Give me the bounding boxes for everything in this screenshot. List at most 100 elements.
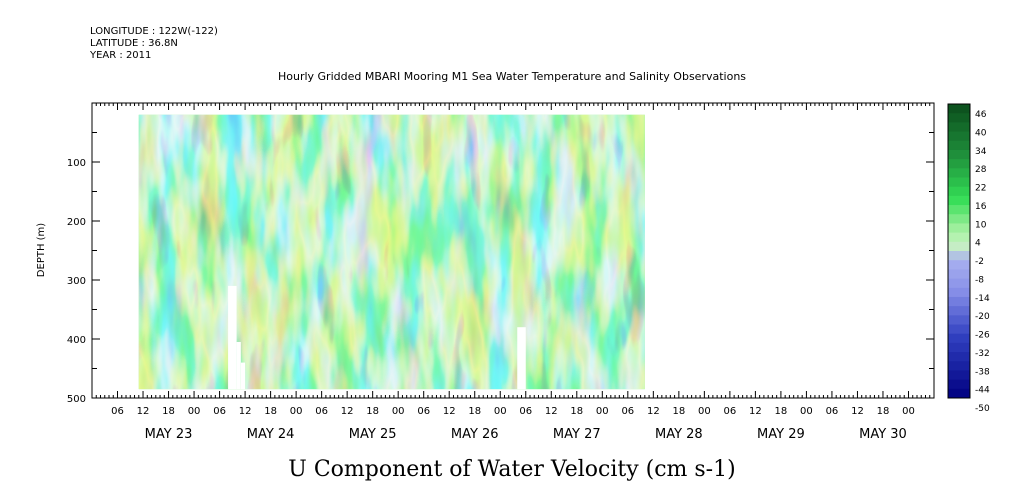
colorbar-swatch bbox=[948, 195, 970, 206]
colorbar-swatch bbox=[948, 223, 970, 234]
x-hour-label: 06 bbox=[621, 406, 634, 417]
x-hour-label: 18 bbox=[468, 406, 481, 417]
x-hour-label: 12 bbox=[545, 406, 558, 417]
colorbar-swatch bbox=[948, 315, 970, 325]
colorbar-label: -44 bbox=[975, 386, 990, 396]
x-hour-label: 12 bbox=[749, 406, 762, 417]
gap-region bbox=[236, 341, 241, 390]
x-day-label: MAY 29 bbox=[757, 427, 805, 442]
colorbar-swatch bbox=[948, 168, 970, 178]
colorbar-swatch bbox=[948, 370, 970, 381]
colorbar-label: 4 bbox=[975, 239, 981, 249]
x-hour-label: 06 bbox=[315, 406, 328, 417]
colorbar-label: 10 bbox=[975, 220, 987, 230]
colorbar-swatch bbox=[948, 306, 970, 316]
x-hour-label: 00 bbox=[800, 406, 813, 417]
colorbar-swatch bbox=[948, 140, 970, 151]
x-hour-label: 18 bbox=[570, 406, 583, 417]
x-hour-label: 18 bbox=[877, 406, 890, 417]
colorbar-swatch bbox=[948, 214, 970, 224]
x-hour-label: 00 bbox=[698, 406, 711, 417]
longitude-text: LONGITUDE : 122W(-122) bbox=[90, 26, 218, 37]
y-tick-label: 100 bbox=[67, 158, 86, 169]
colorbar-label: 16 bbox=[975, 202, 987, 212]
x-hour-label: 00 bbox=[494, 406, 507, 417]
y-tick-label: 400 bbox=[67, 335, 86, 346]
colorbar-swatch bbox=[948, 278, 970, 289]
x-hour-label: 12 bbox=[137, 406, 150, 417]
colorbar-swatch bbox=[948, 177, 970, 188]
colorbar-swatch bbox=[948, 379, 970, 390]
colorbar-swatch bbox=[948, 113, 970, 123]
x-hour-label: 06 bbox=[213, 406, 226, 417]
x-hour-label: 06 bbox=[111, 406, 124, 417]
x-hour-label: 06 bbox=[826, 406, 839, 417]
x-hour-label: 06 bbox=[724, 406, 737, 417]
x-hour-label: 12 bbox=[341, 406, 354, 417]
x-hour-label: 18 bbox=[162, 406, 175, 417]
x-hour-label: 00 bbox=[392, 406, 405, 417]
colorbar-label: -2 bbox=[975, 257, 984, 267]
x-hour-label: 18 bbox=[672, 406, 685, 417]
x-hour-label: 00 bbox=[596, 406, 609, 417]
x-day-label: MAY 28 bbox=[655, 427, 703, 442]
latitude-text: LATITUDE : 36.8N bbox=[90, 38, 178, 49]
colorbar-swatch bbox=[948, 104, 970, 114]
colorbar-label: -8 bbox=[975, 275, 984, 285]
x-hour-label: 00 bbox=[290, 406, 303, 417]
colorbar-swatch bbox=[948, 388, 970, 399]
colorbar-swatch bbox=[948, 287, 970, 298]
x-hour-label: 12 bbox=[647, 406, 660, 417]
y-tick-label: 300 bbox=[67, 276, 86, 287]
chart-title: Hourly Gridded MBARI Mooring M1 Sea Wate… bbox=[278, 70, 746, 83]
colorbar-swatch bbox=[948, 296, 970, 307]
colorbar-label: 28 bbox=[975, 165, 987, 175]
y-tick-label: 200 bbox=[67, 217, 86, 228]
colorbar-border bbox=[947, 103, 971, 399]
colorbar-swatch bbox=[948, 241, 970, 252]
colorbar-label: -50 bbox=[975, 404, 990, 414]
x-hour-label: 12 bbox=[239, 406, 252, 417]
x-day-label: MAY 30 bbox=[859, 427, 907, 442]
colorbar-swatch bbox=[948, 324, 970, 335]
colorbar-label: -14 bbox=[975, 294, 990, 304]
year-text: YEAR : 2011 bbox=[89, 50, 151, 61]
colorbar-label: -20 bbox=[975, 312, 990, 322]
variable-label: U Component of Water Velocity (cm s-1) bbox=[288, 457, 735, 482]
colorbar-label: -38 bbox=[975, 367, 990, 377]
colorbar-swatch bbox=[948, 269, 970, 280]
colorbar: 46 40 34 28 22 16 10 4 -2 -8 -14 -20 -26 -32 -38 -44 -50 bbox=[947, 103, 990, 414]
colorbar-swatch bbox=[948, 342, 970, 353]
colorbar-label: -26 bbox=[975, 331, 990, 341]
colorbar-label: 46 bbox=[975, 110, 987, 120]
colorbar-swatch bbox=[948, 333, 970, 344]
x-hour-label: 18 bbox=[366, 406, 379, 417]
field-texture bbox=[138, 114, 645, 390]
colorbar-swatch bbox=[948, 251, 970, 261]
gap-region bbox=[228, 285, 237, 390]
data-gaps bbox=[228, 285, 526, 390]
x-hour-label: 18 bbox=[264, 406, 277, 417]
x-day-label: MAY 23 bbox=[145, 427, 193, 442]
colorbar-swatch bbox=[948, 205, 970, 215]
colorbar-label: 40 bbox=[975, 128, 987, 138]
x-day-label: MAY 25 bbox=[349, 427, 397, 442]
colorbar-swatch bbox=[948, 149, 970, 160]
y-axis-label: DEPTH (m) bbox=[36, 223, 47, 277]
colorbar-label: 34 bbox=[975, 147, 987, 157]
x-axis: 06 12 18 00 06 12 18 00 06 12 18 00 06 12 18 00 06 12 18 00… bbox=[91, 103, 935, 442]
colorbar-swatch bbox=[948, 361, 970, 371]
colorbar-swatch bbox=[948, 122, 970, 133]
colorbar-label: -32 bbox=[975, 349, 990, 359]
x-hour-label: 18 bbox=[775, 406, 788, 417]
x-hour-label: 06 bbox=[417, 406, 430, 417]
heatmap-field bbox=[138, 114, 645, 390]
colorbar-swatch bbox=[948, 131, 970, 142]
colorbar-swatch bbox=[948, 352, 970, 362]
y-tick-label: 500 bbox=[67, 394, 86, 405]
x-hour-label: 12 bbox=[443, 406, 456, 417]
x-day-label: MAY 27 bbox=[553, 427, 601, 442]
colorbar-swatch bbox=[948, 232, 970, 243]
